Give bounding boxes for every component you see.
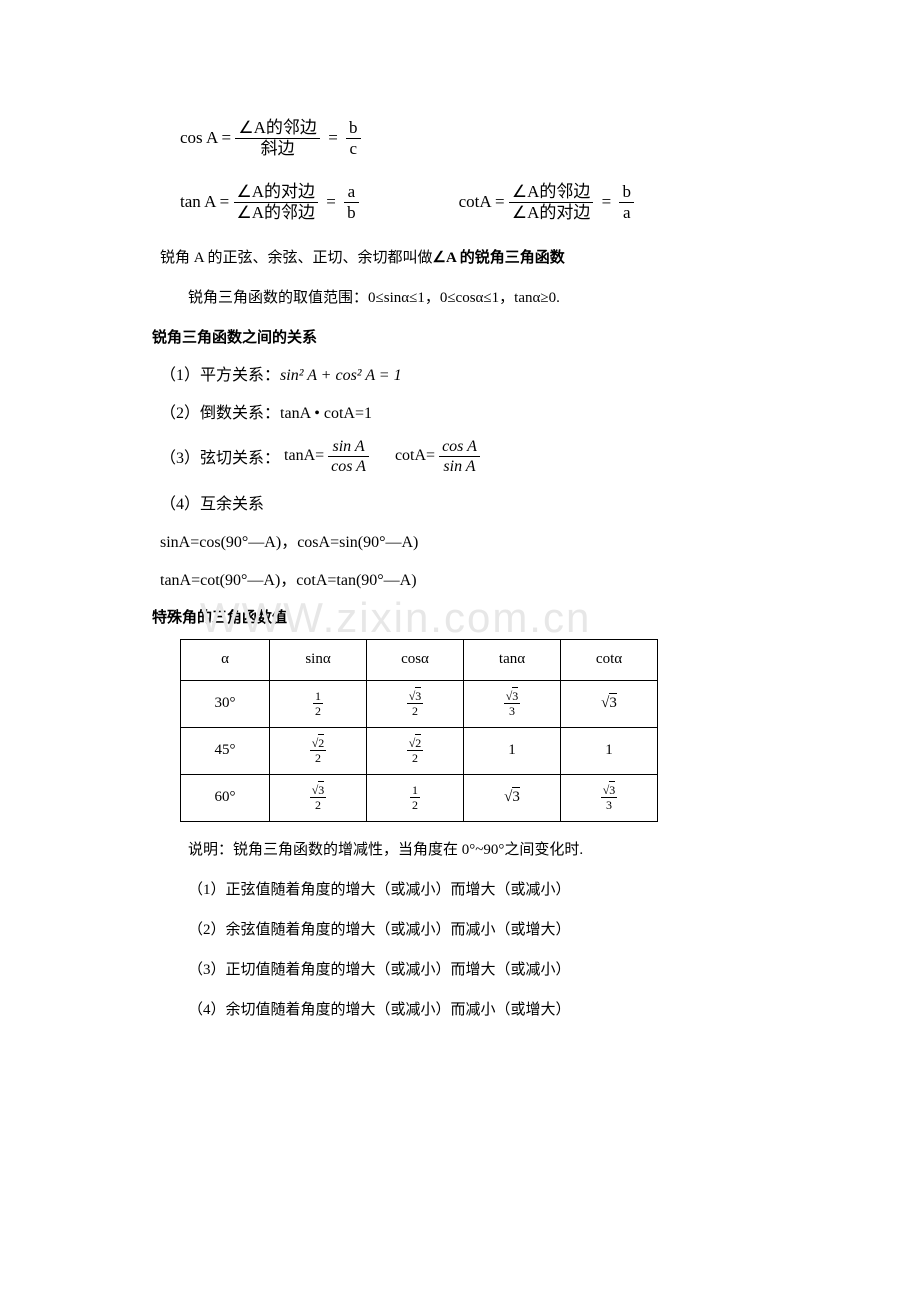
th-sin: sinα (270, 639, 367, 680)
cell-tan: √33 (464, 680, 561, 727)
table-row: 60°√3212√3√33 (181, 774, 658, 821)
def-bold: ∠A 的锐角三角函数 (433, 250, 565, 266)
table-row: 30°12√32√33√3 (181, 680, 658, 727)
trig-value-table: α sinα cosα tanα cotα 30°12√32√33√345°√2… (180, 639, 658, 822)
r3-cot-frac: cos A sin A (439, 437, 480, 476)
cos-lhs: cos A = (180, 128, 231, 147)
table-header-row: α sinα cosα tanα cotα (181, 639, 658, 680)
cell-cot: √33 (561, 774, 658, 821)
cell-tan: 1 (464, 727, 561, 774)
cos-den2: c (346, 139, 361, 159)
def-pre: 锐角 A 的正弦、余弦、正切、余切都叫做 (160, 250, 433, 266)
cell-cot: 1 (561, 727, 658, 774)
tan-den: ∠A的邻边 (234, 203, 319, 223)
cot-den: ∠A的对边 (509, 203, 594, 223)
r2-math: tanA • cotA=1 (280, 405, 372, 422)
relation-2: （2）倒数关系：tanA • cotA=1 (160, 399, 820, 423)
cot-num: ∠A的邻边 (509, 182, 594, 203)
heading-table: 特殊角的三角函数值 (152, 606, 820, 627)
note-3: （3）正切值随着角度的增大（或减小）而增大（或减小） (188, 958, 820, 982)
range-line: 锐角三角函数的取值范围：0≤sinα≤1，0≤cosα≤1，tanα≥0. (188, 286, 820, 310)
cell-cot: √3 (561, 680, 658, 727)
cot-lhs: cotA = (459, 192, 505, 211)
formula-cot: cotA = ∠A的邻边 ∠A的对边 = b a (459, 182, 634, 224)
cell-cos: 12 (367, 774, 464, 821)
cos-num2: b (346, 118, 361, 139)
formula-cos: cos A = ∠A的邻边 斜边 = b c (180, 118, 820, 160)
cot-num2: b (619, 182, 634, 203)
cell-sin: √32 (270, 774, 367, 821)
cos-frac1: ∠A的邻边 斜边 (235, 118, 320, 160)
r3-label: （3）弦切关系： (160, 444, 280, 468)
note-1: （1）正弦值随着角度的增大（或减小）而增大（或减小） (188, 878, 820, 902)
r3-cot-num: cos A (439, 437, 480, 457)
tan-lhs: tan A = (180, 192, 229, 211)
cos-frac2: b c (346, 118, 361, 160)
cell-angle: 30° (181, 680, 270, 727)
table-row: 45°√22√2211 (181, 727, 658, 774)
r3-tan-frac: sin A cos A (328, 437, 369, 476)
th-angle: α (181, 639, 270, 680)
heading-relations: 锐角三角函数之间的关系 (152, 326, 820, 347)
notes-intro: 说明：锐角三角函数的增减性，当角度在 0°~90°之间变化时. (188, 838, 820, 862)
r3-tan-num: sin A (328, 437, 369, 457)
cot-eq: = (602, 192, 612, 211)
cell-tan: √3 (464, 774, 561, 821)
relation-1: （1）平方关系：sin² A + cos² A = 1 (160, 361, 820, 385)
r3-tan-lhs: tanA= (284, 447, 324, 465)
cell-angle: 45° (181, 727, 270, 774)
r3-tan-den: cos A (328, 457, 369, 476)
definition-line: 锐角 A 的正弦、余弦、正切、余切都叫做∠A 的锐角三角函数 (160, 246, 820, 270)
th-tan: tanα (464, 639, 561, 680)
th-cos: cosα (367, 639, 464, 680)
cell-cos: √32 (367, 680, 464, 727)
r3-cot-lhs: cotA= (395, 447, 435, 465)
formula-tan: tan A = ∠A的对边 ∠A的邻边 = a b (180, 182, 359, 224)
cos-eq: = (328, 128, 338, 147)
cos-num: ∠A的邻边 (235, 118, 320, 139)
note-4: （4）余切值随着角度的增大（或减小）而减小（或增大） (188, 998, 820, 1022)
cell-sin: 12 (270, 680, 367, 727)
tan-frac1: ∠A的对边 ∠A的邻边 (234, 182, 319, 224)
tan-eq: = (326, 192, 336, 211)
relation-4b: tanA=cot(90°—A)，cotA=tan(90°—A) (160, 566, 820, 590)
r1-label: （1）平方关系： (160, 367, 280, 384)
th-cot: cotα (561, 639, 658, 680)
cell-sin: √22 (270, 727, 367, 774)
cell-angle: 60° (181, 774, 270, 821)
tan-num2: a (344, 182, 359, 203)
document-page: WWW.zixin.com.cn cos A = ∠A的邻边 斜边 = b c … (0, 0, 920, 1138)
relation-4-label: （4）互余关系 (160, 490, 820, 514)
cos-den: 斜边 (235, 139, 320, 159)
cot-frac2: b a (619, 182, 634, 224)
cell-cos: √22 (367, 727, 464, 774)
cot-den2: a (619, 203, 634, 223)
r1-math: sin² A + cos² A = 1 (280, 367, 402, 384)
tan-frac2: a b (344, 182, 359, 224)
cot-frac1: ∠A的邻边 ∠A的对边 (509, 182, 594, 224)
note-2: （2）余弦值随着角度的增大（或减小）而减小（或增大） (188, 918, 820, 942)
tan-den2: b (344, 203, 359, 223)
r3-cot-den: sin A (439, 457, 480, 476)
relation-3: （3）弦切关系： tanA= sin A cos A cotA= cos A s… (160, 437, 820, 476)
relation-4a: sinA=cos(90°—A)，cosA=sin(90°—A) (160, 528, 820, 552)
r2-label: （2）倒数关系： (160, 405, 280, 422)
formula-tan-cot-row: tan A = ∠A的对边 ∠A的邻边 = a b cotA = ∠A的邻边 ∠… (180, 182, 820, 224)
tan-num: ∠A的对边 (234, 182, 319, 203)
